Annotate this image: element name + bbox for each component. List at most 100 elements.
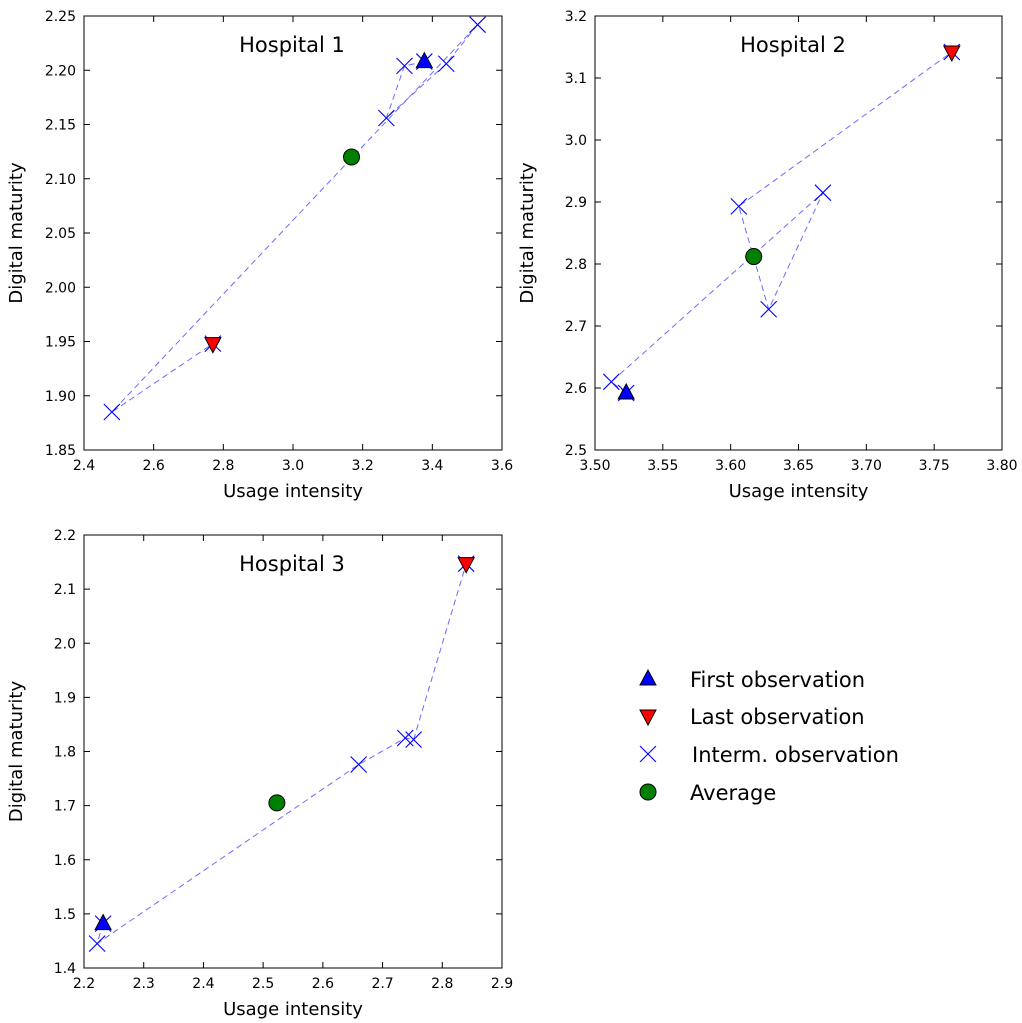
panel-title: Hospital 3 [239,552,345,576]
interm-observation-point [602,373,620,391]
y-axis-label: Digital maturity [6,681,27,823]
legend-marker-last [639,709,657,727]
first-observation-point [94,913,112,931]
chart-panel-2: 3.50 3.55 3.60 3.65 3.70 3.75 3.80 2.5 2.6 2.7 2.8… [517,9,1018,502]
panel-title: Hospital 1 [239,33,345,57]
average-point [343,148,361,166]
y-tick-label: 3.0 [565,133,587,149]
interm-observation-point [730,197,748,215]
x-tick-label: 2.4 [73,458,95,474]
x-axis-label: Usage intensity [729,481,869,502]
trajectory-line [96,563,467,945]
chart-panel-1: 2.4 2.6 2.8 3.0 3.2 3.4 3.6 1.85 1.90 1.95 2.00 2.0… [6,9,513,502]
x-tick-label: 2.7 [371,976,393,992]
y-tick-label: 1.85 [45,443,76,459]
x-tick-label: 3.0 [282,458,304,474]
legend-label: First observation [690,668,865,692]
first-observation-point [617,382,636,400]
x-tick-label: 2.6 [143,458,165,474]
axes-frame [594,15,1003,451]
panel-title: Hospital 2 [740,33,846,57]
first-observation-point [415,51,434,69]
x-tick-label: 3.65 [783,458,814,474]
x-tick-label: 2.3 [133,976,155,992]
x-tick-label: 3.75 [919,458,950,474]
interm-observation-point [377,109,395,127]
y-tick-label: 1.8 [54,745,76,761]
x-tick-label: 3.6 [491,458,513,474]
y-tick-label: 3.2 [565,9,587,25]
legend-item-last: Last observation [639,705,865,729]
interm-observation-point [405,731,423,748]
legend-marker-average [639,783,657,801]
legend-label: Interm. observation [692,743,899,767]
y-axis-label: Digital maturity [6,162,27,304]
x-tick-label: 2.5 [252,976,274,992]
interm-observation-point [396,729,414,747]
average-point [268,794,286,812]
y-tick-label: 2.15 [45,118,76,134]
interm-observation-point [437,55,455,73]
y-tick-label: 1.95 [45,335,76,351]
y-tick-label: 1.7 [54,799,76,815]
x-tick-label: 3.2 [352,458,374,474]
x-tick-label: 3.4 [421,458,443,474]
x-tick-label: 2.8 [212,458,234,474]
last-observation-point [204,337,222,354]
legend-marker-interm [639,745,657,763]
legend-item-interm: Interm. observation [639,743,899,767]
legend-item-first: First observation [639,668,865,692]
last-observation-point [457,557,476,574]
legend-marker-first [639,668,657,686]
interm-observation-point [396,57,413,75]
y-tick-label: 2.6 [565,381,587,397]
interm-observation-point [350,756,368,773]
legend-label: Last observation [690,705,865,729]
axes-frame [83,15,503,451]
x-axis-label: Usage intensity [223,481,363,502]
y-tick-label: 2.1 [54,582,76,598]
y-tick-label: 2.7 [565,319,587,335]
y-tick-label: 2.8 [565,257,587,273]
x-tick-label: 2.4 [192,976,214,992]
y-tick-label: 3.1 [565,71,587,87]
average-point [745,248,763,266]
x-tick-label: 2.9 [491,976,513,992]
x-tick-label: 3.60 [715,458,746,474]
y-tick-label: 2.05 [45,226,76,242]
trajectory-line [610,51,953,394]
y-tick-label: 2.2 [54,528,76,544]
y-tick-label: 1.9 [54,690,76,706]
x-tick-label: 3.70 [851,458,882,474]
x-tick-label: 3.50 [579,458,610,474]
legend-item-average: Average [639,781,776,805]
interm-observation-point [760,300,778,318]
axes-frame [83,534,503,969]
last-observation-point [942,45,961,63]
chart-panel-3: 2.2 2.3 2.4 2.5 2.6 2.7 2.8 2.9 1.4 1.5 1.6 1.7 1.8 1… [6,528,513,1020]
y-tick-label: 2.00 [45,280,76,296]
x-tick-label: 2.8 [431,976,453,992]
interm-observation-point [469,16,487,34]
y-tick-label: 2.25 [45,9,76,25]
y-tick-label: 1.4 [54,961,76,977]
interm-observation-point [88,935,106,953]
y-tick-label: 2.9 [565,195,587,211]
y-tick-label: 2.5 [565,443,587,459]
y-tick-label: 1.5 [54,907,76,923]
y-axis-label: Digital maturity [517,162,538,304]
interm-observation-point [814,184,832,202]
y-tick-label: 1.90 [45,389,76,405]
y-tick-label: 2.10 [45,172,76,188]
x-tick-label: 2.2 [73,976,95,992]
legend-label: Average [690,781,776,805]
y-tick-label: 1.6 [54,853,76,869]
trajectory-line [111,24,478,413]
y-tick-label: 2.20 [45,63,76,79]
x-axis-label: Usage intensity [223,999,363,1020]
x-tick-label: 3.55 [647,458,678,474]
interm-observation-point [103,403,121,421]
x-tick-label: 3.80 [986,458,1017,474]
y-tick-label: 2.0 [54,636,76,652]
